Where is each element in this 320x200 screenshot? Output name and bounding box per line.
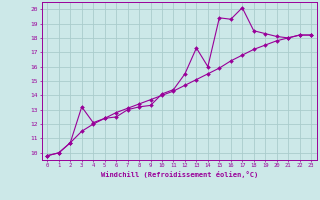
X-axis label: Windchill (Refroidissement éolien,°C): Windchill (Refroidissement éolien,°C) [100,171,258,178]
